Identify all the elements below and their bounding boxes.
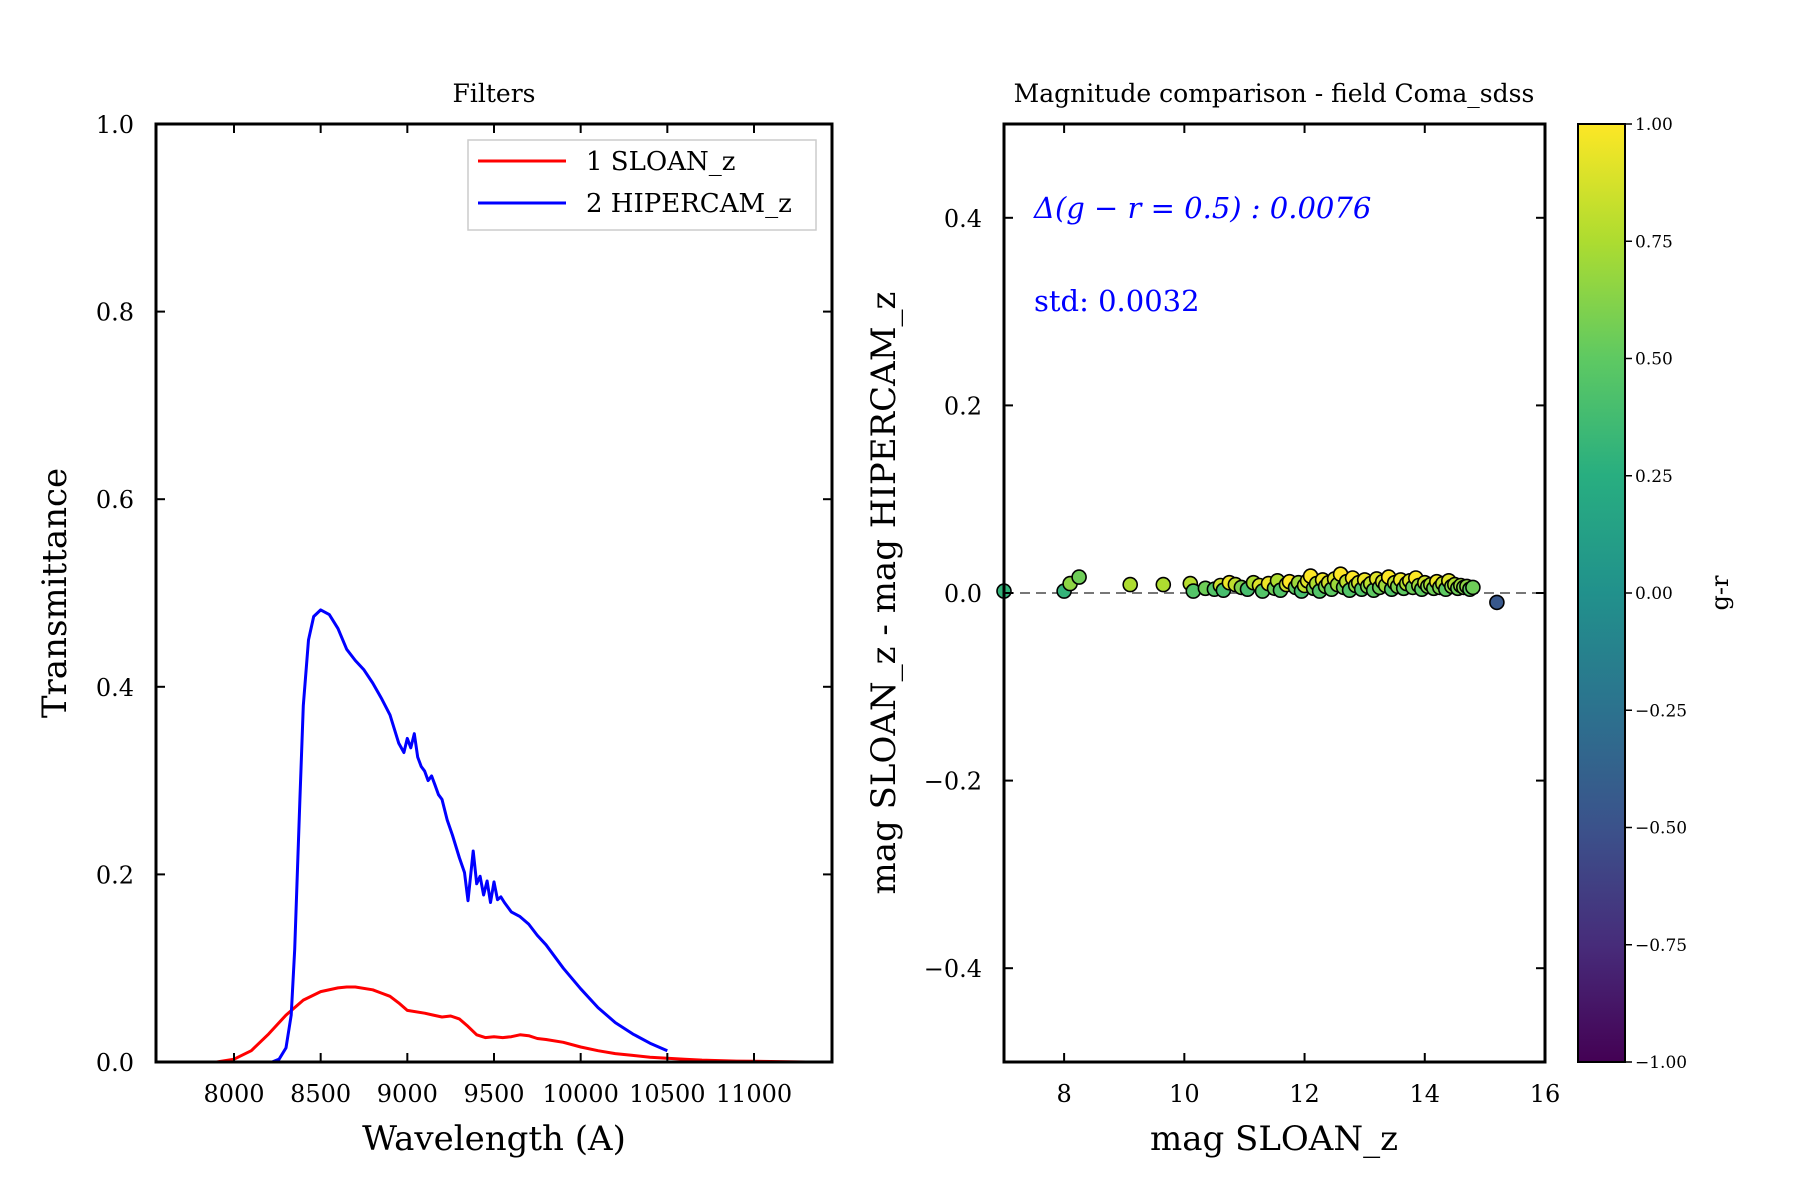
x-tick-label: 10500 <box>629 1080 705 1108</box>
scatter-point <box>1071 569 1087 585</box>
colorbar-tick-label: −1.00 <box>1635 1053 1687 1073</box>
x-tick-label: 10 <box>1169 1080 1200 1108</box>
x-tick-label: 8000 <box>203 1080 264 1108</box>
legend-label-sloan: 1 SLOAN_z <box>586 147 735 177</box>
filters-axes-frame <box>154 122 834 1064</box>
y-tick-label: 0.2 <box>944 392 982 420</box>
filters-x-ticks: 8000 8500 9000 9500 10000 10500 11000 <box>203 124 792 1108</box>
y-tick-label: 0.2 <box>96 861 134 889</box>
filters-plot-area <box>216 608 807 1064</box>
y-tick-label: 0.4 <box>96 674 134 702</box>
x-tick-label: 12 <box>1289 1080 1320 1108</box>
legend-box <box>467 139 817 231</box>
colorbar-ticks: 1.00 0.75 0.50 0.25 0.00 −0.25 −0.50 −0.75 −1.00 <box>1625 115 1687 1073</box>
x-tick-label: 14 <box>1410 1080 1441 1108</box>
magnitude-plot-area <box>996 566 1545 611</box>
x-tick-label: 9500 <box>463 1080 524 1108</box>
scatter-point <box>1155 576 1172 593</box>
y-tick-label: −0.4 <box>924 955 982 983</box>
colorbar-tick-label: 0.00 <box>1635 584 1673 604</box>
colorbar-gradient <box>1577 123 1626 1063</box>
colorbar-tick-label: 0.25 <box>1635 467 1673 487</box>
magnitude-x-axis-label: mag SLOAN_z <box>1150 1119 1398 1159</box>
filters-x-axis-label: Wavelength (A) <box>362 1119 626 1159</box>
x-tick-label: 8500 <box>290 1080 351 1108</box>
x-tick-label: 10000 <box>542 1080 618 1108</box>
colorbar: 1.00 0.75 0.50 0.25 0.00 −0.25 −0.50 −0.75 −1.00… <box>1577 115 1734 1073</box>
y-tick-label: 1.0 <box>96 111 134 139</box>
magnitude-y-ticks: −0.4 −0.2 0.0 0.2 0.4 <box>924 205 1545 983</box>
magnitude-y-axis-label: mag SLOAN_z - mag HIPERCAM_z <box>864 292 904 895</box>
x-tick-label: 9000 <box>377 1080 438 1108</box>
filters-y-ticks: 0.0 0.2 0.4 0.6 0.8 1.0 <box>96 111 832 1077</box>
y-tick-label: 0.0 <box>944 580 982 608</box>
y-tick-label: 0.6 <box>96 486 134 514</box>
x-tick-label: 16 <box>1530 1080 1561 1108</box>
series-line-sloan-z <box>216 985 807 1064</box>
magnitude-x-ticks: 8 10 12 14 16 <box>1056 124 1560 1108</box>
colorbar-tick-label: 0.75 <box>1635 232 1673 252</box>
x-tick-label: 8 <box>1056 1080 1071 1108</box>
magnitude-panel: Magnitude comparison - field Coma_sdss 8… <box>864 79 1734 1159</box>
colorbar-tick-label: 0.50 <box>1635 350 1673 370</box>
std-annotation: std: 0.0032 <box>1034 284 1200 318</box>
colorbar-label: g-r <box>1706 575 1734 610</box>
colorbar-tick-label: −0.50 <box>1635 819 1687 839</box>
colorbar-tick-label: −0.25 <box>1635 701 1687 721</box>
filters-panel: Filters 8000 8500 9000 9500 10000 10500 11000 … <box>35 79 834 1159</box>
legend-label-hipercam: 2 HIPERCAM_z <box>586 189 792 219</box>
scatter-point <box>1465 579 1481 596</box>
scatter-point <box>1489 594 1505 611</box>
y-tick-label: 0.4 <box>944 205 982 233</box>
y-tick-label: −0.2 <box>924 768 982 796</box>
colorbar-tick-label: 1.00 <box>1635 115 1673 135</box>
colorbar-tick-label: −0.75 <box>1635 936 1687 956</box>
scatter-point <box>1122 576 1138 593</box>
magnitude-title: Magnitude comparison - field Coma_sdss <box>1014 79 1535 108</box>
y-tick-label: 0.8 <box>96 299 134 327</box>
x-tick-label: 11000 <box>716 1080 792 1108</box>
delta-annotation: Δ(g − r = 0.5) : 0.0076 <box>1033 191 1371 225</box>
y-tick-label: 0.0 <box>96 1049 134 1077</box>
filters-title: Filters <box>453 79 536 108</box>
filters-legend: 1 SLOAN_z 2 HIPERCAM_z <box>467 139 817 231</box>
filters-y-axis-label: Transmittance <box>35 468 75 718</box>
series-line-hipercam-z <box>271 608 668 1064</box>
